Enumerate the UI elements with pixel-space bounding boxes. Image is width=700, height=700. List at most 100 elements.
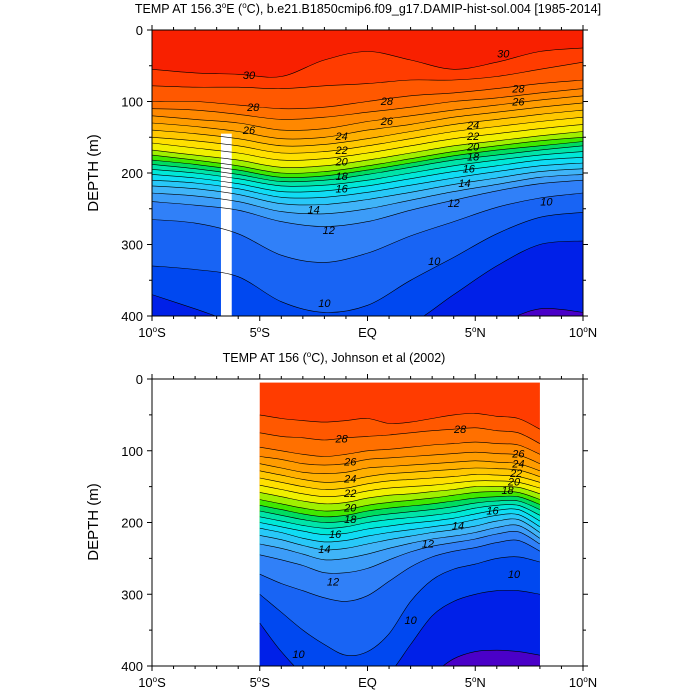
panel-bottom-contour-label: 14 [318,544,330,556]
panel-top-xtick-label: 10oN [569,325,597,340]
panel-top-ytick-label: 100 [121,95,143,110]
panel-bottom-contour-label: 14 [452,520,464,532]
panel-bottom-isotherm-17 [259,504,541,529]
panel-bottom-isotherm-13 [259,524,541,561]
panel-bottom-isotherm-11 [259,539,541,602]
panel-bottom-isotherm-16 [259,508,541,536]
panel-bottom-isotherm-12 [259,531,541,574]
panel-top-ytick-label: 0 [136,23,143,38]
panel-top-contour-label: 12 [323,225,335,237]
panel-bottom-contour-label: 10 [404,615,417,627]
panel-top-isotherm-30 [152,47,583,78]
panel-top-isotherm-27 [152,88,583,120]
panel-bottom-contour-label: 16 [486,505,499,517]
panel-top-isotherm-15 [152,162,583,199]
panel-bottom-xtick-label: EQ [358,675,377,690]
panel-top-contour-label: 22 [466,131,479,143]
panel-bottom-isotherm-27 [259,441,541,457]
panel-top-contour-label: 20 [335,157,349,169]
panel-top-missing-band [220,133,232,316]
panel-top-isotherm-10 [152,212,583,313]
panel-top-contour-label: 28 [511,84,525,96]
panel-bottom-isotherm-20 [259,491,540,512]
panel-top-contour-label: 28 [246,102,260,114]
panel-bottom-isotherm-28 [259,427,541,444]
panel-bottom-ytick-label: 300 [121,587,143,602]
panel-top-xtick-label: 10oS [138,325,166,340]
panel-top-isotherm-20 [152,137,583,174]
panel-top-ylabel: DEPTH (m) [85,134,102,212]
panel-bottom-contour-lines [259,413,541,666]
panel-bottom-contour-label: 24 [511,459,524,471]
panel-bottom-band-8 [259,650,540,666]
panel-bottom-ylabel: DEPTH (m) [85,483,102,561]
panel-top-xtick-label: 5oS [250,325,271,340]
panel-bottom-isotherm-29 [259,413,541,430]
panel-bottom-contour-label: 28 [335,434,349,446]
panel-top-contour-label: 26 [511,97,525,109]
panel-top-isotherm-21 [152,131,583,168]
panel-bottom-contour-label: 12 [422,538,434,550]
panel-bottom-isotherm-23 [259,474,540,490]
panel-top-isotherm-24 [152,109,583,147]
panel-top-ytick-label: 300 [121,238,143,253]
panel-top-contour-label: 24 [335,131,348,143]
panel-bottom-contour-labels: 2828262422201816141212101010262422201816… [292,424,525,661]
panel-top: TEMP AT 156.3oE (oC), b.e21.B1850cmip6.f… [85,1,601,340]
panel-bottom-isotherm-25 [259,460,540,475]
panel-top-contour-label: 30 [497,49,510,61]
panel-bottom-xtick-label: 10oS [138,675,166,690]
panel-top-contour-label: 10 [540,197,553,209]
panel-bottom-isotherm-19 [259,495,541,518]
panel-bottom-contour-label: 18 [501,485,514,497]
panel-top-isotherm-22 [152,124,583,161]
panel-top-contour-label: 10 [318,298,331,310]
panel-bottom-ytick-label: 100 [121,444,143,459]
panel-bottom-contour-label: 22 [343,488,356,500]
panel-bottom-contour-label: 26 [511,449,525,461]
panel-bottom-isotherm-22 [259,480,540,498]
panel-top-contour-label: 10 [428,256,441,268]
panel-top-contour-label: 18 [467,152,480,164]
panel-top-isotherm-17 [152,151,583,187]
panel-top-contour-label: 24 [466,120,479,132]
panel-bottom-isotherm-26 [259,451,541,466]
panel-bottom-isotherm-8 [259,649,540,666]
panel-top-contour-label: 16 [463,164,476,176]
panel-top-contour-label: 26 [380,116,394,128]
panel-top-isotherm-29 [152,61,583,89]
panel-bottom-isotherm-14 [259,518,541,551]
panel-top-contour-label: 16 [336,184,349,196]
panel-bottom-title: TEMP AT 156 (oC), Johnson et al (2002) [223,350,446,365]
panel-bottom-xtick-label: 5oN [465,675,486,690]
panel-top-contour-lines [152,47,583,316]
panel-top-isotherm-12 [152,179,583,227]
panel-top-contour-labels: 3030282828262626242220181614121024222018… [242,49,554,311]
panel-top-band-9 [152,240,583,316]
panel-bottom-isotherm-18 [259,499,541,523]
panel-top-contour-label: 28 [380,96,394,108]
panel-top-contour-label: 20 [466,142,480,154]
panel-top-contour-fill [152,30,583,316]
panel-top-isotherm-13 [152,174,583,215]
panel-top-isotherm-23 [152,116,583,154]
panel-top-xtick-label: 5oN [465,325,486,340]
panel-top-isotherm-14 [152,168,583,206]
panel-bottom-contour-label: 22 [509,468,522,480]
panel-bottom-contour-fill [259,382,540,666]
panel-top-isotherm-25 [152,102,583,140]
panel-top-ytick-label: 400 [121,309,143,324]
panel-top-contour-label: 14 [308,204,320,216]
panel-bottom-contour-label: 28 [453,424,467,436]
panel-bottom-isotherm-10 [259,556,540,656]
panel-bottom-contour-label: 26 [343,457,357,469]
panel-top-contour-label: 30 [243,70,256,82]
panel-bottom-isotherm-24 [259,467,540,483]
panel-bottom-contour-label: 20 [343,502,357,514]
panel-top-contour-label: 12 [448,198,460,210]
panel-bottom-contour-label: 10 [292,649,305,661]
panel-top-xtick-label: EQ [358,325,377,340]
panel-bottom: TEMP AT 156 (oC), Johnson et al (2002) 2… [85,350,597,690]
